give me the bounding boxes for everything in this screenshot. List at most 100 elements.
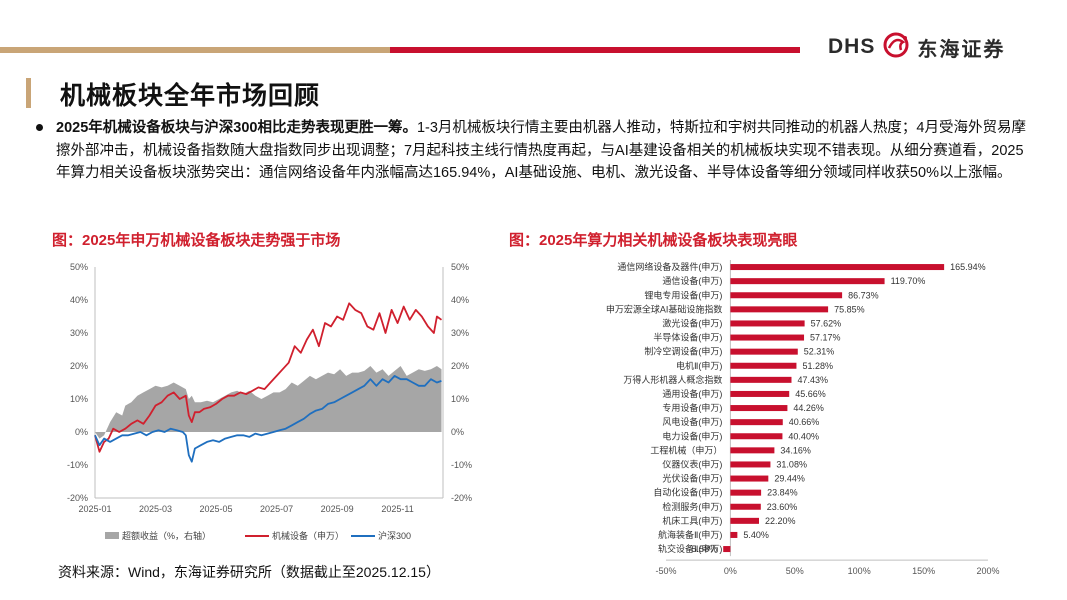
category-label: 锂电专用设备(申万) — [644, 289, 722, 300]
bar-value-label: 29.44% — [774, 474, 805, 484]
dragon-logo-icon — [881, 30, 911, 65]
x-tick-label: 2025-11 — [381, 504, 413, 514]
y2-tick-label: 20% — [451, 361, 469, 371]
legend-label-csi300: 沪深300 — [378, 530, 411, 541]
category-label: 自动化设备(申万) — [653, 487, 722, 498]
category-label: 申万宏源全球AI基础设施指数 — [606, 303, 723, 314]
y2-tick-label: -10% — [451, 460, 472, 470]
bar — [730, 278, 885, 285]
x-tick-label: 2025-07 — [260, 504, 293, 514]
y-tick-label: 40% — [70, 295, 88, 305]
category-label: 工程机械（申万） — [650, 444, 722, 455]
header-gold-bar — [0, 47, 390, 53]
source-note: 资料来源：Wind，东海证券研究所（数据截止至2025.12.15） — [58, 564, 440, 580]
bar — [730, 306, 829, 313]
bar — [730, 517, 759, 524]
bar-value-label: -5.58% — [689, 544, 718, 554]
bar — [730, 390, 790, 397]
category-label: 通信网络设备及器件(申万) — [617, 261, 722, 272]
bar — [730, 503, 761, 510]
bar-value-label: 40.40% — [788, 431, 819, 441]
bar — [730, 348, 798, 355]
bar — [730, 433, 783, 440]
csi300-line — [94, 375, 442, 463]
bar-value-label: 45.66% — [795, 389, 826, 399]
bar-value-label: 119.70% — [891, 276, 926, 286]
y-tick-label: -20% — [67, 493, 88, 503]
bar-value-label: 86.73% — [848, 290, 879, 300]
bar-value-label: 23.60% — [767, 502, 798, 512]
category-label: 通信设备(申万) — [662, 275, 722, 286]
x-tick-label: 50% — [786, 566, 804, 574]
bar — [730, 419, 783, 426]
y-tick-label: 0% — [75, 427, 88, 437]
bar-value-label: 23.84% — [767, 488, 798, 498]
bar-value-label: 75.85% — [834, 304, 865, 314]
page-title: 机械板块全年市场回顾 — [60, 81, 321, 110]
bar-value-label: 51.28% — [802, 361, 833, 371]
y2-tick-label: -20% — [451, 493, 472, 503]
category-label: 轨交设备Ⅱ(申万) — [658, 543, 722, 554]
bar-value-label: 57.62% — [811, 318, 842, 328]
x-tick-label: 150% — [912, 566, 935, 574]
logo-en-text: DHS — [828, 35, 876, 58]
left-figure-title: 图：2025年申万机械设备板块走势强于市场 — [52, 232, 341, 249]
category-label: 风电设备(申万) — [662, 416, 722, 427]
bar — [730, 461, 771, 468]
bar-value-label: 165.94% — [950, 262, 986, 272]
y-tick-label: 10% — [70, 394, 88, 404]
bar — [730, 362, 797, 369]
bar — [730, 264, 945, 271]
bar — [730, 334, 805, 341]
y-tick-label: 50% — [70, 262, 88, 272]
x-tick-label: 100% — [848, 566, 871, 574]
summary-paragraph: 2025年机械设备板块与沪深300相比走势表现更胜一筹。1-3月机械板块行情主要… — [56, 117, 1031, 185]
bar-value-label: 34.16% — [780, 445, 811, 455]
x-tick-label: 2025-03 — [139, 504, 172, 514]
bar-value-label: 47.43% — [797, 375, 828, 385]
y-tick-label: 20% — [70, 361, 88, 371]
y2-tick-label: 50% — [451, 262, 469, 272]
bar-value-label: 52.31% — [804, 347, 835, 357]
bar — [730, 475, 769, 482]
legend-label-excess: 超额收益（%，右轴） — [122, 530, 211, 541]
legend-swatch-excess — [105, 532, 119, 539]
category-label: 通用设备(申万) — [662, 388, 722, 399]
title-accent-bar — [26, 78, 31, 108]
bar-chart: 通信网络设备及器件(申万) 165.94% 通信设备(申万) 119.70% 锂电专用设… — [606, 260, 1000, 574]
excess-return-area — [95, 366, 442, 439]
summary-bold-lead: 2025年机械设备板块与沪深300相比走势表现更胜一筹。 — [56, 120, 417, 136]
machinery-index-line — [94, 302, 443, 453]
y2-tick-label: 30% — [451, 328, 469, 338]
x-tick-label: 2025-05 — [200, 504, 233, 514]
bar — [730, 292, 843, 299]
bar — [730, 376, 792, 383]
x-tick-label: 0% — [724, 566, 737, 574]
category-label: 激光设备(申万) — [662, 317, 722, 328]
category-label: 专用设备(申万) — [662, 402, 722, 413]
bar-value-label: 44.26% — [793, 403, 824, 413]
summary-text: 1-3月机械板块行情主要由机器人推动，特斯拉和宇树共同推动的机器人热度；4月受海… — [56, 120, 1026, 181]
bar-value-label: 22.20% — [765, 516, 796, 526]
bar — [730, 447, 775, 454]
category-label: 半导体设备(申万) — [653, 332, 722, 343]
category-label: 电机Ⅱ(申万) — [676, 360, 722, 371]
bar — [730, 405, 788, 412]
logo-cn-text: 东海证券 — [917, 38, 1006, 61]
x-tick-label: 200% — [976, 566, 999, 574]
category-label: 航海装备Ⅱ(申万) — [658, 529, 722, 540]
bar-value-label: 31.08% — [776, 459, 807, 469]
y2-tick-label: 0% — [451, 427, 464, 437]
bar — [730, 320, 805, 327]
bar — [730, 489, 762, 496]
category-label: 检测服务(申万) — [662, 501, 722, 512]
x-tick-label: 2025-09 — [321, 504, 354, 514]
bar — [723, 546, 731, 553]
right-figure-title: 图：2025年算力相关机械设备板块表现亮眼 — [509, 232, 798, 249]
bar-value-label: 57.17% — [810, 333, 841, 343]
category-label: 机床工具(申万) — [662, 515, 722, 526]
line-chart: -20% -20% -10% -10% 0% 0% 10% 10% 20% 20% 30% 30% 40… — [67, 262, 472, 541]
category-label: 制冷空调设备(申万) — [644, 346, 722, 357]
category-label: 电力设备(申万) — [662, 430, 722, 441]
x-tick-label: -50% — [655, 566, 676, 574]
